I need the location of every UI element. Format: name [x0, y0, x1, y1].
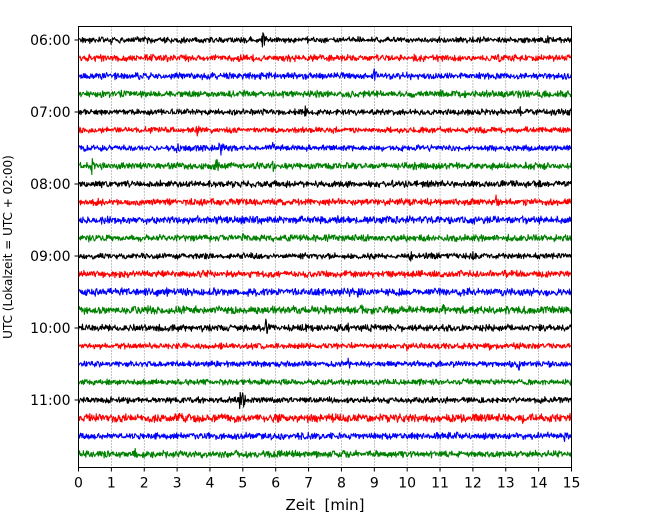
trace-1045: [77, 378, 572, 386]
y-axis-label: UTC (Lokalzeit = UTC + 02:00): [1, 155, 15, 339]
trace-0730: [77, 141, 573, 156]
trace-0830: [77, 215, 573, 225]
trace-1030: [77, 357, 572, 371]
x-tick-label: 13: [497, 476, 515, 492]
trace-0645: [77, 89, 573, 99]
trace-1100: [77, 391, 573, 410]
y-tick-label: 08:00: [30, 177, 70, 193]
y-tick-label: 11:00: [30, 393, 70, 409]
x-tick-label: 2: [140, 476, 149, 492]
trace-0615: [78, 53, 573, 63]
x-tick-label: 12: [464, 476, 482, 492]
trace-0915: [77, 269, 573, 279]
trace-1015: [77, 342, 573, 352]
x-tick-label: 4: [206, 476, 215, 492]
y-axis: 06:00 07:00 08:00 09:00 10:00 11:00: [30, 33, 79, 409]
trace-0715: [77, 125, 572, 137]
trace-0945: [78, 303, 573, 315]
x-tick-label: 8: [337, 476, 346, 492]
y-tick-label: 09:00: [30, 249, 70, 265]
y-tick-label: 07:00: [30, 105, 70, 121]
trace-0745: [78, 158, 573, 176]
x-axis-label: Zeit [min]: [285, 496, 364, 514]
trace-group: [77, 32, 573, 459]
trace-1000: [77, 318, 573, 334]
trace-1145: [77, 447, 572, 459]
trace-0900: [78, 250, 573, 262]
x-tick-label: 1: [107, 476, 116, 492]
trace-0630: [77, 68, 573, 81]
x-tick-label: 7: [304, 476, 313, 492]
y-tick-label: 10:00: [30, 321, 70, 337]
trace-0930: [78, 287, 572, 298]
trace-0600: [78, 32, 572, 48]
trace-0700: [77, 105, 572, 117]
x-tick-label: 10: [398, 476, 416, 492]
x-axis: 0 1 2 3 4 5 6 7 8 9 10 11 12 13 14 15: [74, 467, 581, 492]
trace-0845: [77, 233, 573, 243]
x-tick-label: 0: [74, 476, 83, 492]
plot-frame: [78, 26, 572, 468]
trace-1130: [78, 431, 573, 443]
trace-0815: [78, 194, 572, 207]
x-tick-label: 5: [238, 476, 247, 492]
trace-0800: [78, 179, 572, 189]
x-tick-label: 15: [563, 476, 581, 492]
x-tick-label: 14: [530, 476, 548, 492]
x-tick-label: 9: [370, 476, 379, 492]
x-tick-label: 11: [431, 476, 449, 492]
x-tick-label: 3: [173, 476, 182, 492]
x-tick-label: 6: [271, 476, 280, 492]
y-tick-label: 06:00: [30, 33, 70, 49]
trace-1115: [78, 412, 573, 424]
